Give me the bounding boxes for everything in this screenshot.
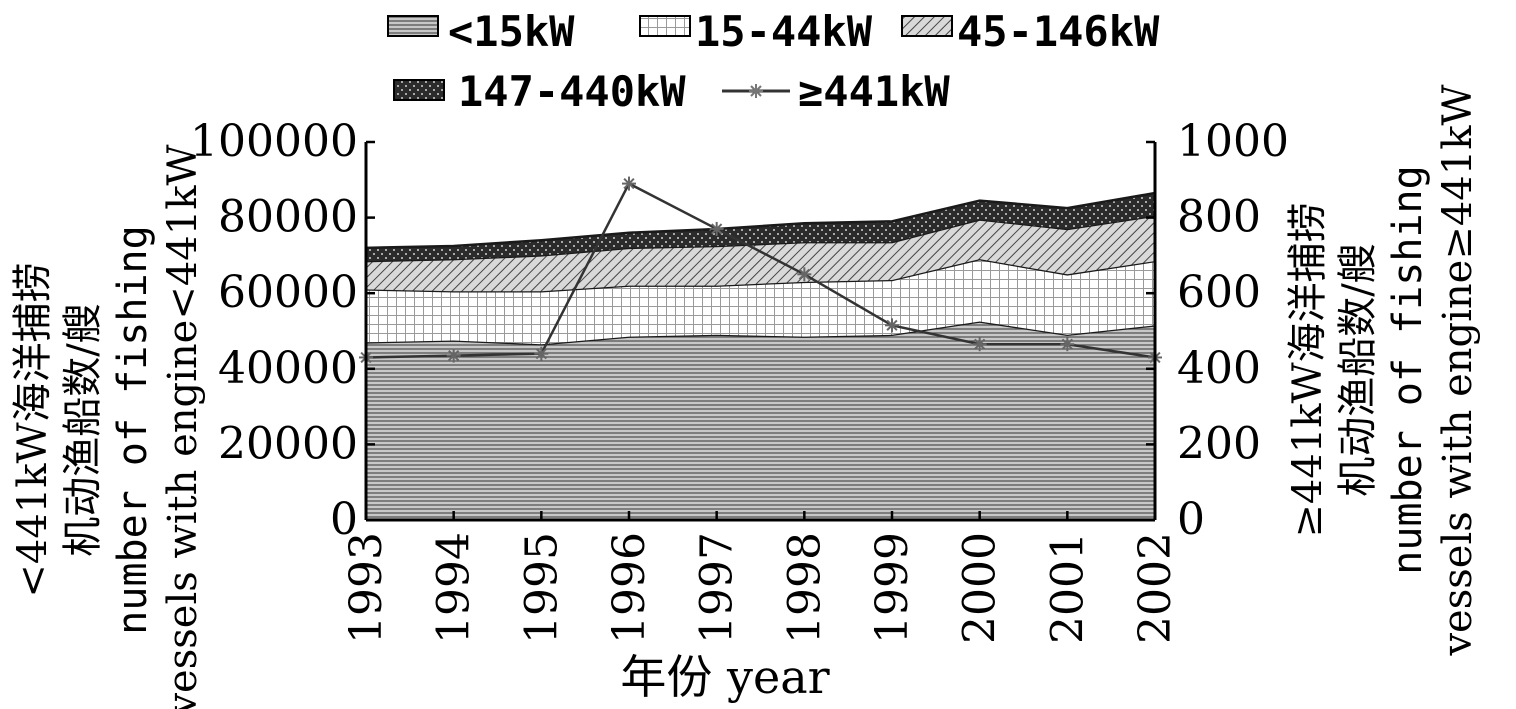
area-series-3 xyxy=(366,215,1155,292)
x-tick-label: 2000 xyxy=(955,532,1006,644)
area-series-4-top-edge xyxy=(365,191,1156,250)
legend-item-lt15: <15kW xyxy=(387,7,575,56)
y-left-tick-label: 0 xyxy=(330,494,358,545)
x-tick-label: 2001 xyxy=(1042,532,1093,644)
x-tick-label: 1998 xyxy=(779,532,830,644)
legend: <15kW 15-44kW 45-146kW 147-440kW ≥441kW xyxy=(387,7,1160,116)
axes xyxy=(364,140,1157,522)
legend-label-147-440: 147-440kW xyxy=(458,67,686,116)
legend-swatch-lt15 xyxy=(387,15,439,37)
y-left-title-line2: 机动渔船数/艘 xyxy=(60,303,106,556)
y-right-title-line4: vessels with engine≥441kW xyxy=(1435,84,1481,656)
y-right-tick-labels: 0 200 400 600 800 1000 xyxy=(1177,116,1289,545)
y-left-tick-label: 60000 xyxy=(218,267,358,318)
y-left-title-line3: number of fishing xyxy=(110,225,156,634)
y-right-title-line2: 机动渔船数/艘 xyxy=(1335,243,1381,496)
x-tick-label: 1995 xyxy=(516,532,567,644)
line-point-1997 xyxy=(709,221,724,236)
line-point-1998 xyxy=(797,267,812,282)
line-series-1 xyxy=(365,181,1156,359)
legend-item-147-440: 147-440kW xyxy=(393,67,686,116)
line-point-1995 xyxy=(534,346,549,361)
y-left-tick-label: 80000 xyxy=(218,192,358,243)
legend-item-ge441: ≥441kW xyxy=(722,67,950,116)
y-left-tick-label: 40000 xyxy=(218,343,358,394)
y-left-tick-label: 20000 xyxy=(218,418,358,469)
y-right-axis-title: ≥441kW海洋捕捞 机动渔船数/艘 number of fishing ves… xyxy=(1285,84,1481,656)
legend-item-45-146: 45-146kW xyxy=(901,7,1160,56)
y-right-title-line3: number of fishing xyxy=(1385,165,1431,574)
line-point-1999 xyxy=(885,318,899,333)
area-series-1 xyxy=(366,321,1155,520)
area-series-group xyxy=(365,191,1156,520)
y-right-title-line1: ≥441kW海洋捕捞 xyxy=(1285,202,1331,537)
y-left-title-line4: vessels with engine<441kW xyxy=(160,144,206,709)
legend-marker-ge441 xyxy=(749,84,763,98)
legend-label-lt15: <15kW xyxy=(448,7,575,56)
y-right-tick-label: 800 xyxy=(1177,192,1261,243)
area-series-2 xyxy=(366,259,1155,345)
legend-label-15-44: 15-44kW xyxy=(695,7,873,56)
y-left-tick-labels: 0 20000 40000 60000 80000 100000 xyxy=(190,116,358,545)
legend-swatch-15-44 xyxy=(639,15,691,37)
legend-swatch-45-146 xyxy=(901,15,953,37)
x-tick-label: 2002 xyxy=(1130,532,1181,644)
y-right-tick-label: 200 xyxy=(1177,418,1261,469)
legend-label-45-146: 45-146kW xyxy=(957,7,1160,56)
line-point-2000 xyxy=(972,337,987,352)
x-tick-label: 1993 xyxy=(341,532,392,644)
x-tick-label: 1996 xyxy=(604,532,655,644)
y-left-title-line1: <441kW海洋捕捞 xyxy=(10,262,56,597)
line-point-1996 xyxy=(622,176,636,191)
y-left-tick-label: 100000 xyxy=(190,116,358,167)
x-tick-label: 1997 xyxy=(692,532,743,644)
y-left-axis-title: <441kW海洋捕捞 机动渔船数/艘 number of fishing ves… xyxy=(10,144,206,709)
y-right-tick-label: 1000 xyxy=(1177,116,1289,167)
x-axis-title: 年份 year xyxy=(620,650,829,704)
line-point-1994 xyxy=(446,348,461,363)
line-point-2001 xyxy=(1060,337,1075,352)
legend-item-15-44: 15-44kW xyxy=(639,7,873,56)
y-right-tick-label: 0 xyxy=(1177,494,1205,545)
y-right-tick-label: 400 xyxy=(1177,343,1261,394)
x-tick-label: 1999 xyxy=(867,532,918,644)
legend-label-ge441: ≥441kW xyxy=(798,67,950,116)
y-right-tick-label: 600 xyxy=(1177,267,1261,318)
legend-swatch-147-440 xyxy=(393,79,445,101)
x-tick-label: 1994 xyxy=(429,532,480,644)
x-tick-labels: 1993 1994 1995 1996 1997 1998 1999 2000 2001 2002 xyxy=(341,532,1181,644)
